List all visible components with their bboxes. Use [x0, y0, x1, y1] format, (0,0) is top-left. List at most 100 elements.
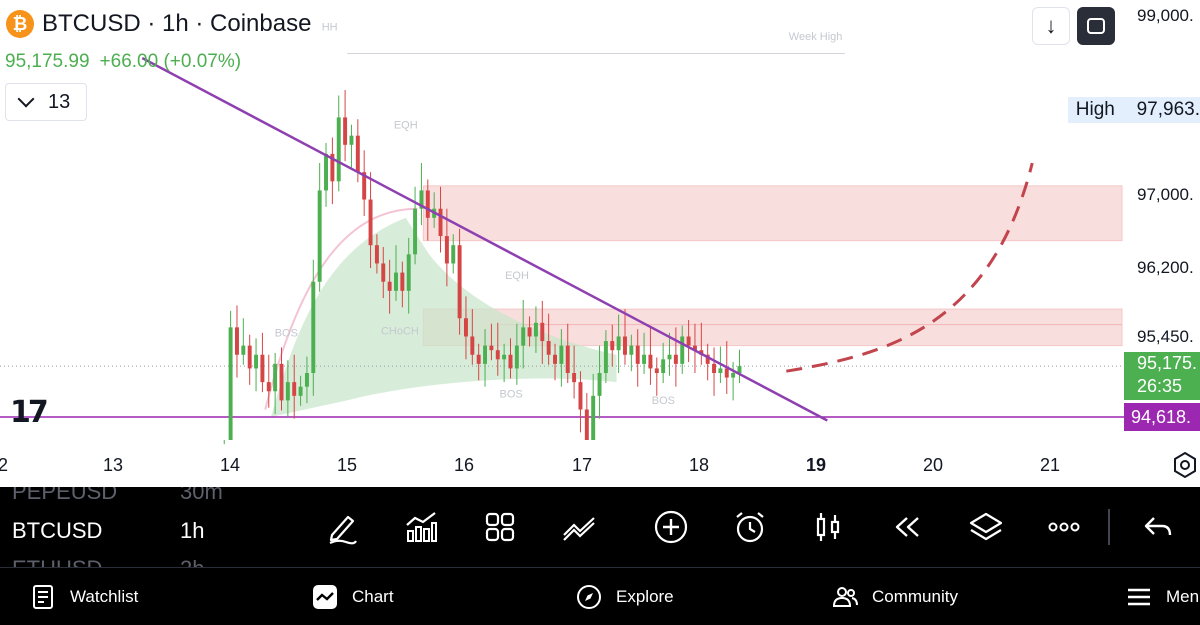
symbol-title[interactable]: BTCUSD · 1h · Coinbase — [42, 10, 312, 37]
layers-icon[interactable] — [968, 509, 1004, 545]
price-change: +66.00 (+0.07%) — [99, 51, 242, 72]
chevron-down-icon — [17, 90, 35, 108]
eqh-label: EQH — [505, 270, 529, 282]
candle-body — [591, 395, 596, 440]
candles-icon[interactable] — [810, 509, 846, 545]
candle-body — [241, 345, 246, 355]
replay-icon[interactable] — [889, 509, 925, 545]
candle-body — [648, 354, 653, 369]
candle-body — [400, 272, 405, 291]
symbol-header[interactable]: ₿ BTCUSD · 1h · Coinbase — [6, 10, 311, 38]
candle-body — [540, 322, 545, 342]
candle-body — [629, 345, 634, 355]
nav-explore[interactable]: Explore — [576, 584, 674, 610]
indicators-icon[interactable] — [403, 509, 439, 545]
candle-body — [597, 373, 602, 396]
toolbar-divider — [1108, 509, 1110, 545]
candle-body — [680, 336, 685, 364]
candle-body — [457, 245, 462, 319]
watchlist-symbol[interactable]: PEPEUSD — [12, 487, 118, 504]
templates-icon[interactable] — [482, 509, 518, 545]
candle-body — [489, 345, 494, 351]
nav-watchlist-label: Watchlist — [70, 587, 139, 606]
high-label: High — [1075, 99, 1115, 120]
candle-body — [451, 245, 456, 264]
candle-body — [413, 208, 418, 255]
candle-body — [368, 199, 373, 246]
candle-body — [394, 272, 398, 291]
chart-icon — [313, 585, 337, 609]
undo-icon[interactable] — [1140, 509, 1176, 545]
nav-chart[interactable]: Chart — [312, 584, 394, 610]
watchlist-symbol[interactable]: ETHUSD — [12, 556, 102, 567]
nav-explore-label: Explore — [616, 587, 674, 606]
candle-body — [559, 345, 564, 364]
price-chart[interactable]: HH Week High EQH EQH BOS CHoCH BOS BOS — [0, 0, 1124, 445]
price-summary: 95,175.99 +66.00 (+0.07%) — [5, 51, 241, 73]
draw-icon[interactable] — [324, 509, 360, 545]
date-label: 20 — [922, 455, 944, 475]
candle-body — [527, 327, 532, 337]
candle-body — [508, 354, 513, 369]
candle-body — [425, 190, 430, 218]
candle-body — [273, 363, 278, 392]
candle-body — [514, 345, 519, 369]
candle-body — [533, 322, 538, 337]
chart-area[interactable]: HH Week High EQH EQH BOS CHoCH BOS BOS ₿ BTCUSD… — [0, 0, 1200, 487]
date-label: 15 — [336, 455, 358, 475]
current-price-value: 95,175. — [1137, 353, 1198, 373]
horizontal-line-price-tag: 94,618. — [1124, 403, 1200, 431]
current-price-tag: 95,175. 26:35 — [1124, 352, 1200, 400]
projection-curve — [786, 162, 1034, 373]
candle-body — [692, 345, 697, 351]
add-icon[interactable] — [653, 509, 689, 545]
indicators-collapse-button[interactable]: 13 — [5, 83, 87, 121]
download-button[interactable]: ↓ — [1032, 7, 1070, 45]
candle-body — [355, 135, 360, 173]
candle-body — [438, 208, 443, 237]
bottom-navigation: Watchlist Chart Explore Community Menu — [0, 567, 1200, 625]
ma-line — [264, 207, 418, 410]
candle-body — [673, 354, 678, 364]
nav-community[interactable]: Community — [832, 584, 958, 610]
menu-icon — [1128, 588, 1150, 606]
compare-icon[interactable] — [561, 509, 597, 545]
week-high-label: Week High — [789, 31, 843, 43]
candle-body — [495, 350, 500, 360]
alert-icon[interactable] — [732, 509, 768, 545]
candle-body — [667, 354, 672, 360]
fullscreen-icon — [1087, 18, 1105, 34]
price-tick: 95,450. — [1137, 327, 1194, 346]
candle-body — [642, 354, 647, 364]
fullscreen-button[interactable] — [1077, 7, 1115, 45]
bos-label: BOS — [652, 395, 675, 407]
candle-body — [502, 354, 507, 360]
candle-body — [362, 172, 367, 200]
candle-body — [623, 336, 627, 355]
nav-menu[interactable]: Menu — [1126, 584, 1200, 610]
candle-body — [298, 386, 303, 396]
candle-body — [578, 382, 583, 410]
active-symbol[interactable]: BTCUSD — [12, 518, 103, 543]
chart-settings-icon[interactable] — [1171, 451, 1199, 479]
candle-body — [483, 345, 488, 364]
more-icon[interactable] — [1046, 509, 1082, 545]
nav-community-label: Community — [872, 587, 958, 606]
community-icon — [832, 587, 858, 607]
candle-body — [737, 366, 742, 374]
candle-body — [712, 363, 717, 374]
candle-body — [228, 327, 233, 440]
nav-watchlist[interactable]: Watchlist — [30, 584, 138, 610]
date-label: 14 — [219, 455, 241, 475]
date-label: 17 — [571, 455, 593, 475]
candle-body — [260, 354, 265, 383]
candle-body — [336, 117, 341, 182]
candle-body — [616, 336, 621, 351]
candle-body — [349, 135, 354, 145]
candle-body — [387, 281, 392, 291]
candle-body — [406, 254, 411, 291]
active-timeframe[interactable]: 1h — [180, 518, 205, 543]
candle-body — [304, 373, 309, 387]
candle-body — [654, 368, 659, 374]
candle-body — [279, 363, 284, 401]
